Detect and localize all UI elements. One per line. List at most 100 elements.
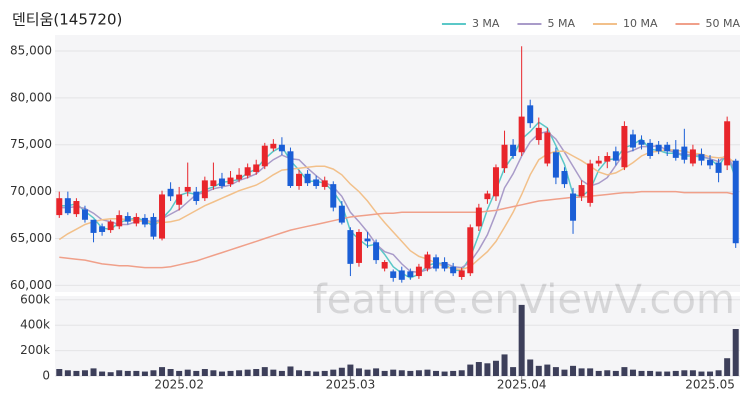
volume-bar bbox=[390, 369, 397, 376]
candle-body bbox=[441, 261, 448, 269]
y-tick-label: 80,000 bbox=[10, 90, 52, 104]
volume-bar bbox=[227, 370, 234, 376]
candle-body bbox=[304, 173, 311, 184]
candle-body bbox=[672, 149, 679, 158]
candle-body bbox=[296, 173, 303, 187]
candle-body bbox=[321, 180, 328, 187]
volume-bar bbox=[56, 369, 63, 376]
candle-body bbox=[159, 194, 166, 239]
volume-bar bbox=[176, 370, 183, 376]
volume-bar bbox=[184, 369, 191, 376]
candle-body bbox=[116, 215, 123, 227]
volume-bar bbox=[244, 369, 251, 376]
volume-bar bbox=[518, 304, 525, 376]
volume-bar bbox=[433, 370, 440, 376]
y-tick-label: 60,000 bbox=[10, 278, 52, 292]
candle-body bbox=[681, 146, 688, 160]
candle-body bbox=[193, 191, 200, 202]
price-panel bbox=[55, 35, 740, 292]
volume-bar bbox=[604, 370, 611, 376]
candle-body bbox=[544, 132, 551, 164]
volume-bar bbox=[595, 370, 602, 376]
volume-bar bbox=[715, 370, 722, 376]
volume-bar bbox=[407, 370, 414, 376]
volume-bar bbox=[201, 369, 208, 376]
candle-body bbox=[415, 266, 422, 277]
candle-body bbox=[433, 257, 440, 269]
candle-body bbox=[184, 186, 191, 192]
candle-body bbox=[210, 180, 217, 187]
candle-body bbox=[698, 154, 705, 161]
volume-bar bbox=[381, 370, 388, 376]
candle-body bbox=[450, 266, 457, 274]
candle-body bbox=[313, 179, 320, 187]
candle-body bbox=[732, 160, 739, 244]
candle-body bbox=[278, 144, 285, 152]
candle-body bbox=[604, 155, 611, 162]
volume-bar bbox=[535, 365, 542, 376]
legend-label: 50 MA bbox=[705, 17, 740, 30]
volume-bar bbox=[501, 354, 508, 376]
candle-body bbox=[355, 231, 362, 263]
candle-body bbox=[124, 216, 131, 222]
candle-body bbox=[270, 143, 277, 149]
volume-bar bbox=[458, 370, 465, 376]
candle-body bbox=[390, 271, 397, 278]
volume-bar bbox=[398, 370, 405, 376]
chart-title: 덴티움(145720) bbox=[12, 11, 122, 29]
candle-body bbox=[424, 254, 431, 269]
candle-body bbox=[647, 142, 654, 156]
candle-body bbox=[99, 226, 106, 232]
candle-body bbox=[227, 177, 234, 185]
x-tick-label: 2025.03 bbox=[326, 378, 376, 392]
volume-bar bbox=[484, 363, 491, 376]
candle-body bbox=[552, 152, 559, 178]
volume-bar bbox=[73, 370, 80, 376]
candle-body bbox=[90, 219, 97, 233]
legend-label: 5 MA bbox=[547, 17, 575, 30]
volume-bar bbox=[90, 368, 97, 376]
candle-body bbox=[570, 193, 577, 221]
volume-bar bbox=[210, 370, 217, 376]
candle-body bbox=[56, 198, 63, 216]
volume-bar bbox=[587, 368, 594, 376]
candle-body bbox=[287, 151, 294, 187]
candle-body bbox=[236, 174, 243, 180]
volume-panel bbox=[55, 296, 740, 376]
candle-body bbox=[492, 167, 499, 197]
x-tick-label: 2025.02 bbox=[154, 378, 204, 392]
volume-bar bbox=[338, 367, 345, 376]
candle-body bbox=[364, 238, 371, 242]
x-tick-label: 2025.05 bbox=[685, 378, 735, 392]
candle-body bbox=[381, 261, 388, 269]
volume-bar bbox=[99, 371, 106, 376]
candle-body bbox=[595, 160, 602, 164]
volume-bar bbox=[133, 370, 140, 376]
candle-body bbox=[724, 121, 731, 166]
volume-bar bbox=[124, 370, 131, 376]
volume-bar bbox=[578, 368, 585, 376]
volume-bar bbox=[321, 370, 328, 376]
volume-bar bbox=[621, 367, 628, 376]
volume-bar bbox=[681, 370, 688, 376]
volume-bar bbox=[218, 371, 225, 376]
candle-body bbox=[621, 125, 628, 168]
volume-bar bbox=[270, 369, 277, 376]
volume-bar bbox=[424, 369, 431, 376]
y-tick-label: 65,000 bbox=[10, 231, 52, 245]
candle-body bbox=[73, 201, 80, 215]
volume-bar bbox=[664, 371, 671, 376]
candle-body bbox=[467, 227, 474, 274]
candle-body bbox=[689, 149, 696, 164]
volume-bar bbox=[107, 372, 114, 376]
candle-body bbox=[201, 180, 208, 199]
volume-bar bbox=[355, 368, 362, 376]
volume-bar bbox=[373, 368, 380, 376]
candle-body bbox=[330, 184, 337, 208]
ma-line bbox=[58, 148, 737, 271]
y-tick-label: 85,000 bbox=[10, 43, 52, 57]
candle-body bbox=[167, 188, 174, 197]
y-tick-label: 200k bbox=[20, 343, 50, 357]
candle-body bbox=[338, 205, 345, 223]
y-tick-label: 400k bbox=[20, 318, 50, 332]
